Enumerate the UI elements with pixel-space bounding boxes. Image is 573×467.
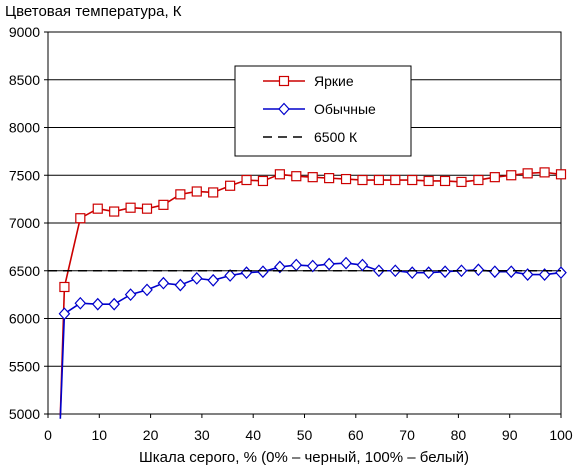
data-point [274,169,285,180]
data-point [58,307,71,321]
legend-label: 6500 К [314,129,358,145]
y-tick-label: 8500 [9,72,40,88]
y-tick-label: 9000 [9,24,40,40]
legend-item: Обычные [263,101,376,117]
x-tick-label: 90 [502,427,518,443]
data-point [108,297,120,311]
data-point [422,266,435,280]
data-point [59,281,70,293]
y-tick-label: 6000 [9,311,40,327]
series-1 [59,167,567,416]
data-point [456,176,467,188]
data-point [555,266,567,280]
data-point [91,297,104,311]
series-layer [48,167,567,419]
data-point [521,268,534,281]
y-axis-ticks: 5000 5500 6000 6500 7000 7500 8000 8500 9000 [9,24,48,422]
data-point [257,175,269,187]
data-point [505,265,518,279]
data-point [472,263,485,277]
x-tick-label: 10 [92,427,108,443]
data-point [439,175,451,187]
legend-item: 6500 К [263,129,358,145]
chart-title: Цветовая температура, К [5,3,182,20]
data-point [539,167,550,178]
y-tick-label: 7500 [9,167,40,183]
data-point [190,271,203,285]
data-point [241,174,252,186]
legend-label: Обычные [314,101,376,117]
data-point [124,288,137,302]
legend-swatch-marker [278,75,290,87]
data-point [158,199,169,210]
data-point [489,265,501,279]
data-point [522,168,533,179]
legend-swatch-marker [278,102,290,116]
x-tick-label: 60 [348,427,364,443]
data-point [307,172,318,183]
data-point [240,266,253,280]
data-point [225,180,236,191]
data-point [175,189,186,200]
data-point [109,206,120,217]
data-point [406,266,419,280]
data-point [141,203,153,214]
x-tick-label: 20 [143,427,159,443]
data-point [324,173,335,184]
x-tick-label: 40 [245,427,261,443]
x-tick-label: 0 [44,427,52,443]
y-tick-label: 6500 [9,263,40,279]
data-point [191,186,202,197]
data-point [207,273,219,287]
data-point [174,278,187,292]
data-point [291,171,302,182]
data-point [257,265,269,279]
data-point [75,213,86,224]
x-axis-label: Шкала серого, % (0% – черный, 100% – бел… [139,449,469,466]
y-tick-label: 5000 [9,406,40,422]
data-point [274,260,286,274]
data-point [373,174,384,186]
y-tick-label: 7000 [9,215,40,231]
data-point [439,265,451,279]
y-tick-label: 8000 [9,120,40,136]
data-point [555,169,567,180]
data-point [208,187,219,198]
data-point [340,173,352,185]
data-point [92,203,103,214]
series-2 [58,256,567,419]
series-line [59,262,562,419]
data-point [489,172,500,183]
legend: Яркие Обычные 6500 К [234,65,412,157]
y-tick-label: 5500 [9,358,40,374]
data-point [340,256,352,270]
x-tick-label: 70 [399,427,415,443]
data-point [323,257,335,271]
data-point [224,269,236,282]
data-point [290,258,303,272]
data-point [473,174,484,186]
data-point [356,258,369,272]
x-tick-label: 50 [297,427,313,443]
x-tick-label: 100 [549,427,573,443]
x-axis-ticks: 0 10 20 30 40 50 60 70 80 90 100 [44,414,573,443]
data-point [407,174,418,186]
x-tick-label: 30 [194,427,210,443]
data-point [125,202,136,213]
data-point [506,170,517,181]
data-point [423,175,434,187]
data-point [157,276,170,290]
data-point [306,259,319,273]
legend-label: Яркие [314,73,354,89]
legend-item: Яркие [263,73,354,89]
x-tick-label: 80 [451,427,467,443]
data-point [357,174,368,186]
data-point [538,268,551,281]
data-point [74,296,87,310]
data-point [141,283,153,297]
data-point [390,174,401,186]
